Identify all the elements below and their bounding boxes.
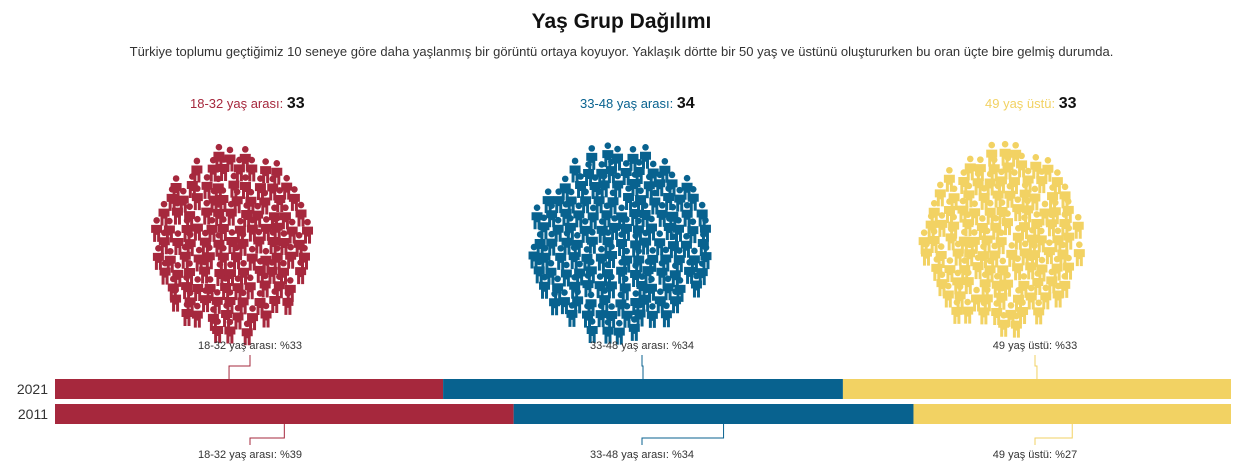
chart-title: Yaş Grup Dağılımı <box>531 10 712 33</box>
group-label-33-48: 33-48 yaş arası: 34 <box>580 95 695 113</box>
bar-segment <box>443 379 843 399</box>
bar-value-label: 33-48 yaş arası: %34 <box>590 449 694 461</box>
year-label: 2011 <box>18 406 48 422</box>
bar-value-label: 18-32 yaş arası: %33 <box>198 340 302 352</box>
bar-segment <box>55 404 514 424</box>
year-label: 2021 <box>17 381 48 397</box>
bar-value-label: 33-48 yaş arası: %34 <box>590 340 694 352</box>
connector-line <box>1034 355 1038 379</box>
bar-value-label: 18-32 yaş arası: %39 <box>198 449 302 461</box>
chart-subtitle: Türkiye toplumu geçtiğimiz 10 seneye gör… <box>129 44 1114 59</box>
connector-line <box>1034 424 1073 445</box>
bar-segment <box>55 379 444 399</box>
bar-value-label: 49 yaş üstü: %27 <box>993 449 1077 461</box>
connector-line <box>641 355 644 379</box>
bar-segment <box>913 404 1231 424</box>
people-cluster-1 <box>528 142 712 345</box>
group-label-text: 18-32 yaş arası: <box>190 96 284 111</box>
group-label-text: 49 yaş üstü: <box>985 96 1056 111</box>
connector-line <box>641 424 725 445</box>
bar-segment <box>513 404 914 424</box>
group-count: 33 <box>1058 95 1077 112</box>
group-label-49-plus: 49 yaş üstü: 33 <box>985 95 1077 113</box>
connector-line <box>228 355 251 379</box>
group-count: 33 <box>286 95 305 112</box>
bar-segment <box>842 379 1231 399</box>
people-cluster-2 <box>918 140 1085 338</box>
group-label-text: 33-48 yaş arası: <box>580 96 674 111</box>
people-cluster-0 <box>151 143 314 346</box>
bar-value-label: 49 yaş üstü: %33 <box>993 340 1077 352</box>
group-label-18-32: 18-32 yaş arası: 33 <box>190 95 305 113</box>
connector-line <box>249 424 285 445</box>
group-count: 34 <box>676 95 695 112</box>
